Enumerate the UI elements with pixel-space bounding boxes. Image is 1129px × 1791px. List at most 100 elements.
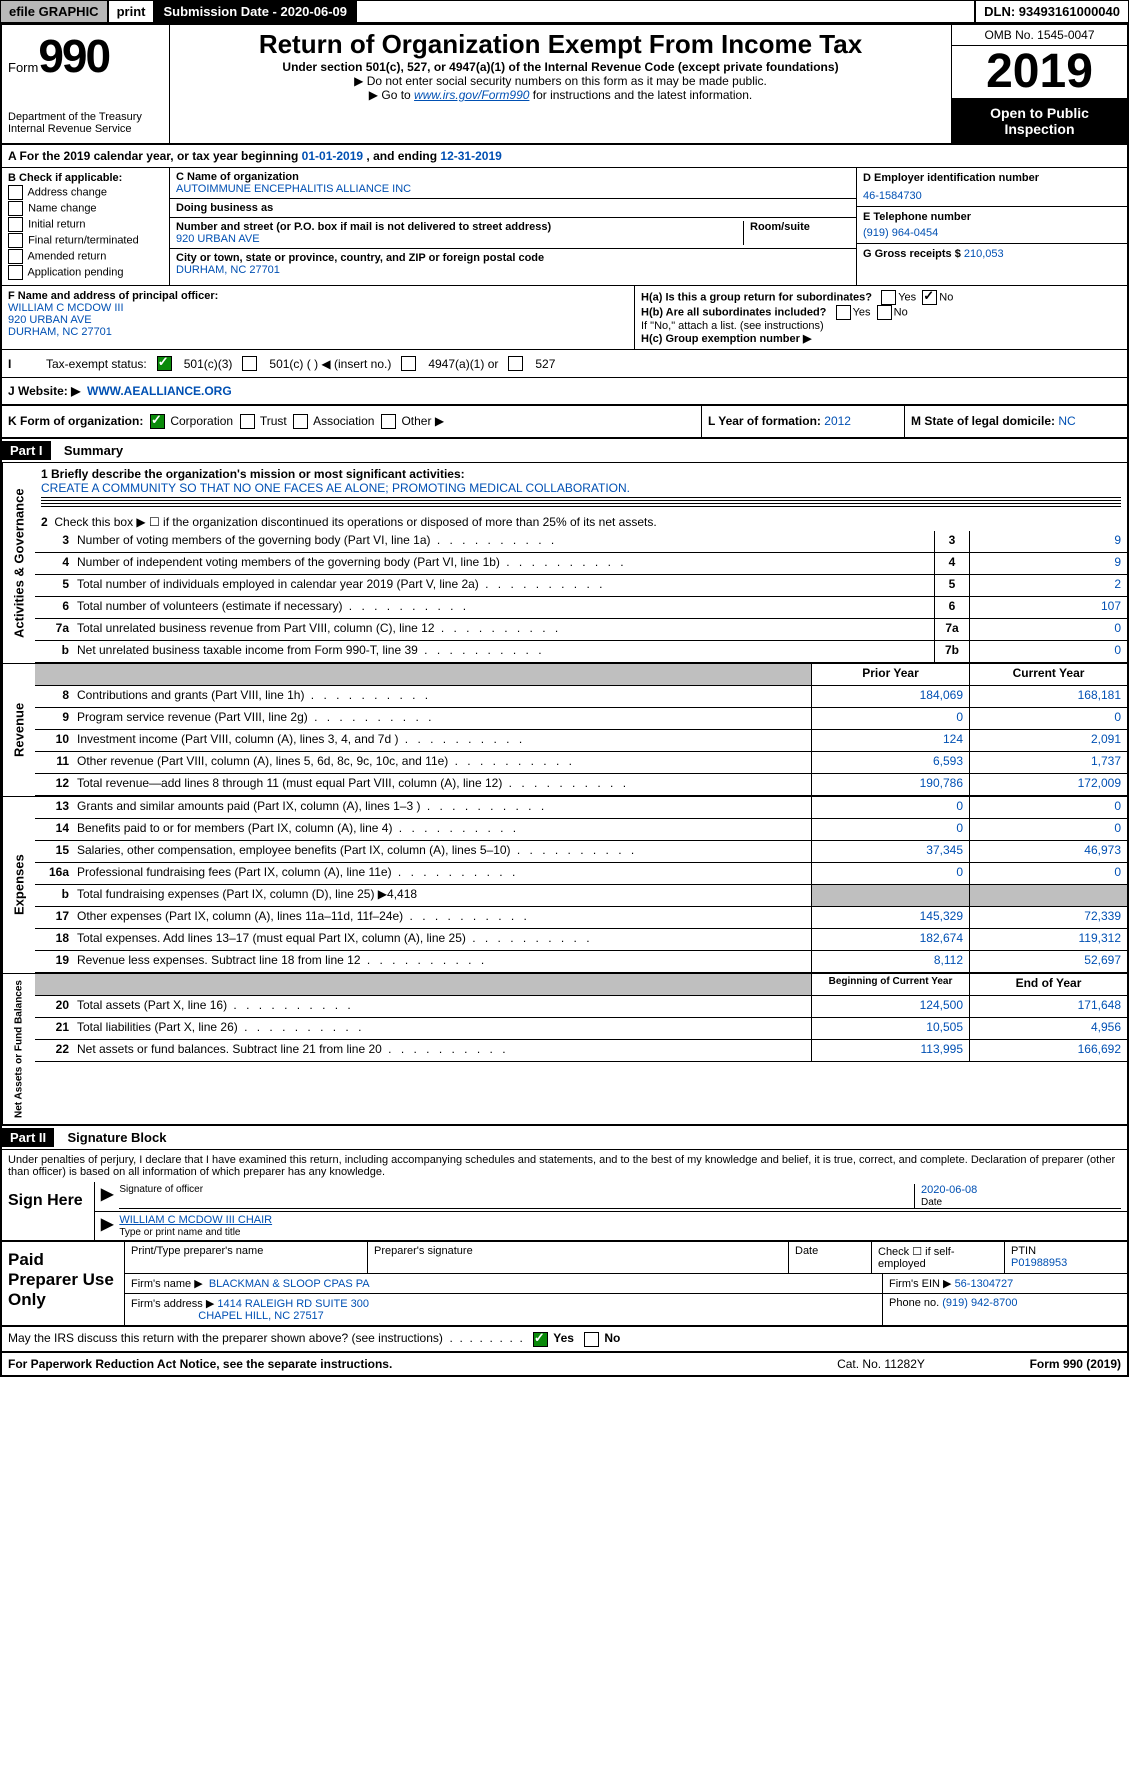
officer-label: F Name and address of principal officer:: [8, 290, 628, 302]
prep-sig-label: Preparer's signature: [368, 1242, 789, 1273]
rev-col-header: Prior Year Current Year: [35, 664, 1127, 686]
address-label: Number and street (or P.O. box if mail i…: [176, 221, 743, 233]
exp-line-17: 17 Other expenses (Part IX, column (A), …: [35, 907, 1127, 929]
chk-4947[interactable]: [401, 356, 416, 371]
firm-name-row: Firm's name ▶ BLACKMAN & SLOOP CPAS PA: [125, 1274, 883, 1293]
discuss-yes-checkbox[interactable]: [533, 1332, 548, 1347]
row-a-begin: 01-01-2019: [302, 149, 363, 163]
firm-phone-row: Phone no. (919) 942-8700: [883, 1294, 1127, 1325]
form-word: Form: [8, 60, 38, 75]
section-k: K Form of organization: Corporation Trus…: [2, 406, 701, 437]
net-line-22: 22 Net assets or fund balances. Subtract…: [35, 1040, 1127, 1062]
chk-association[interactable]: [293, 414, 308, 429]
prep-date-label: Date: [789, 1242, 872, 1273]
part1-title: Summary: [54, 443, 123, 458]
chk-final-return[interactable]: Final return/terminated: [8, 233, 163, 248]
sign-here-block: Sign Here ▶ Signature of officer 2020-06…: [2, 1182, 1127, 1242]
fgh-row: F Name and address of principal officer:…: [2, 286, 1127, 350]
chk-amended-return[interactable]: Amended return: [8, 249, 163, 264]
chk-527[interactable]: [508, 356, 523, 371]
chk-address-change[interactable]: Address change: [8, 185, 163, 200]
chk-501c3[interactable]: [157, 356, 172, 371]
chk-name-change[interactable]: Name change: [8, 201, 163, 216]
section-b-label: B Check if applicable:: [8, 172, 163, 184]
sign-here-label: Sign Here: [2, 1182, 95, 1240]
gov-line-b: b Net unrelated business taxable income …: [35, 641, 1127, 663]
section-g: G Gross receipts $ 210,053: [857, 244, 1127, 264]
hc-row: H(c) Group exemption number ▶: [641, 332, 1121, 345]
part1-header-row: Part I Summary: [2, 439, 1127, 463]
chk-trust[interactable]: [240, 414, 255, 429]
city-row: City or town, state or province, country…: [170, 249, 856, 279]
self-employed: Check ☐ if self-employed: [872, 1242, 1005, 1273]
irs-link[interactable]: www.irs.gov/Form990: [414, 88, 529, 102]
row-a-end: 12-31-2019: [440, 149, 501, 163]
rev-line-10: 10 Investment income (Part VIII, column …: [35, 730, 1127, 752]
officer-name: WILLIAM C MCDOW III: [8, 302, 628, 314]
efile-label: efile GRAPHIC: [0, 0, 108, 23]
gross-value: 210,053: [964, 248, 1004, 260]
declaration-text: Under penalties of perjury, I declare th…: [2, 1150, 1127, 1182]
part2-title: Signature Block: [57, 1130, 166, 1145]
revenue-block: Revenue Prior Year Current Year 8 Contri…: [2, 664, 1127, 797]
part2-badge: Part II: [2, 1128, 54, 1147]
form-subtitle: Under section 501(c), 527, or 4947(a)(1)…: [176, 60, 945, 74]
discuss-no-checkbox[interactable]: [584, 1332, 599, 1347]
form-number: 990: [38, 30, 109, 82]
section-c: C Name of organization AUTOIMMUNE ENCEPH…: [170, 168, 856, 285]
ha-row: H(a) Is this a group return for subordin…: [641, 290, 1121, 305]
side-expenses: Expenses: [2, 797, 35, 973]
row-a-mid: , and ending: [363, 149, 440, 163]
org-name-label: C Name of organization: [176, 171, 850, 183]
row-a-pre: A For the 2019 calendar year, or tax yea…: [8, 149, 302, 163]
footer-right: Form 990 (2019): [961, 1357, 1121, 1371]
section-m: M State of legal domicile: NC: [904, 406, 1127, 437]
chk-501c[interactable]: [242, 356, 257, 371]
officer-name-row: ▶ WILLIAM C MCDOW III CHAIRType or print…: [95, 1212, 1127, 1240]
net-line-20: 20 Total assets (Part X, line 16) 124,50…: [35, 996, 1127, 1018]
department-label: Department of the Treasury Internal Reve…: [8, 111, 163, 135]
footer-mid: Cat. No. 11282Y: [801, 1357, 961, 1371]
footer-left: For Paperwork Reduction Act Notice, see …: [8, 1357, 801, 1371]
gov-line-4: 4 Number of independent voting members o…: [35, 553, 1127, 575]
city-value: DURHAM, NC 27701: [176, 264, 544, 276]
section-h: H(a) Is this a group return for subordin…: [635, 286, 1127, 349]
exp-line-b: b Total fundraising expenses (Part IX, c…: [35, 885, 1127, 907]
hb-no-checkbox[interactable]: [877, 305, 892, 320]
paid-preparer-label: Paid Preparer Use Only: [2, 1242, 125, 1325]
hb-row: H(b) Are all subordinates included? Yes …: [641, 305, 1121, 320]
row-a-tax-year: A For the 2019 calendar year, or tax yea…: [2, 145, 1127, 168]
website-value[interactable]: WWW.AEALLIANCE.ORG: [87, 384, 232, 398]
hb-yes-checkbox[interactable]: [836, 305, 851, 320]
form-note-1: ▶ Do not enter social security numbers o…: [176, 74, 945, 88]
gov-line-6: 6 Total number of volunteers (estimate i…: [35, 597, 1127, 619]
exp-line-16a: 16a Professional fundraising fees (Part …: [35, 863, 1127, 885]
chk-initial-return[interactable]: Initial return: [8, 217, 163, 232]
website-label: J Website: ▶: [8, 384, 80, 398]
mission-text: CREATE A COMMUNITY SO THAT NO ONE FACES …: [41, 481, 630, 495]
form-container: Form990 Department of the Treasury Inter…: [0, 23, 1129, 1377]
phone-label: E Telephone number: [863, 211, 1121, 223]
section-b: B Check if applicable: Address change Na…: [2, 168, 170, 285]
chk-other[interactable]: [381, 414, 396, 429]
topbar-spacer: [356, 0, 975, 23]
arrow-icon: ▶: [101, 1184, 113, 1209]
rev-line-9: 9 Program service revenue (Part VIII, li…: [35, 708, 1127, 730]
dba-label: Doing business as: [176, 202, 273, 214]
website-row: J Website: ▶ WWW.AEALLIANCE.ORG: [2, 378, 1127, 406]
officer-addr1: 920 URBAN AVE: [8, 314, 628, 326]
ha-yes-checkbox[interactable]: [881, 290, 896, 305]
chk-corporation[interactable]: [150, 414, 165, 429]
tax-status-label: Tax-exempt status:: [46, 357, 147, 371]
gov-line-7a: 7a Total unrelated business revenue from…: [35, 619, 1127, 641]
form-note-2: ▶ Go to www.irs.gov/Form990 for instruct…: [176, 88, 945, 102]
city-label: City or town, state or province, country…: [176, 252, 544, 264]
omb-number: OMB No. 1545-0047: [952, 25, 1127, 46]
chk-application-pending[interactable]: Application pending: [8, 265, 163, 280]
exp-line-19: 19 Revenue less expenses. Subtract line …: [35, 951, 1127, 973]
ha-no-checkbox[interactable]: [922, 290, 937, 305]
netassets-block: Net Assets or Fund Balances Beginning of…: [2, 974, 1127, 1126]
rev-line-12: 12 Total revenue—add lines 8 through 11 …: [35, 774, 1127, 796]
print-button[interactable]: print: [108, 0, 155, 23]
ein-value: 46-1584730: [863, 184, 1121, 202]
